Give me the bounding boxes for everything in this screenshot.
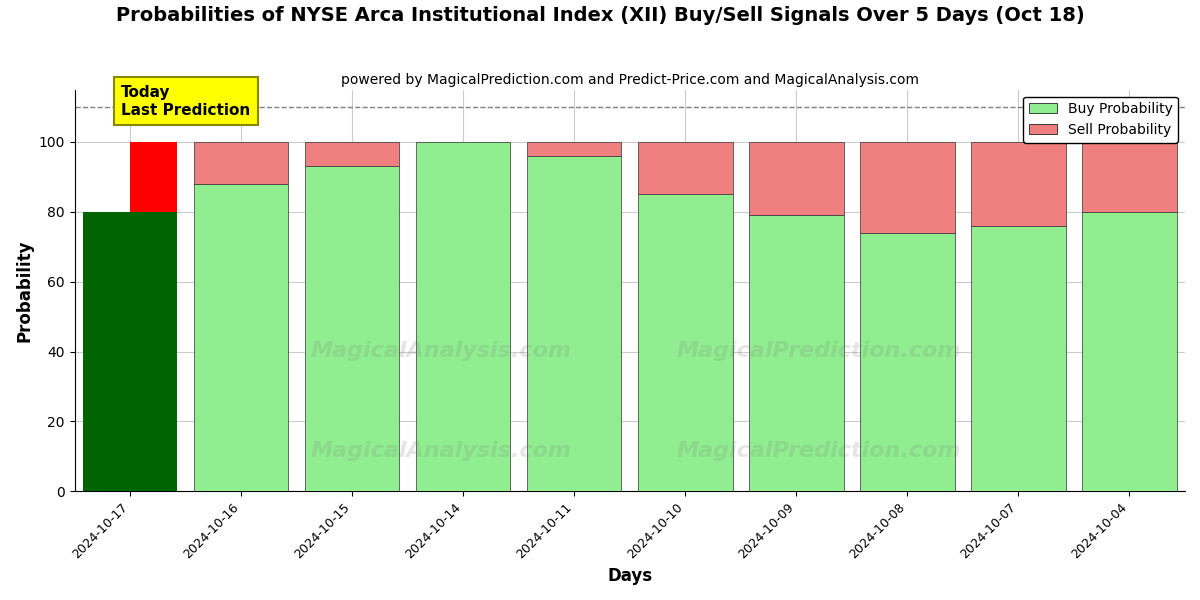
Bar [860, 142, 955, 233]
Bar [83, 212, 130, 491]
Bar [194, 142, 288, 184]
Bar [638, 194, 732, 491]
Bar [416, 142, 510, 491]
Text: MagicalPrediction.com: MagicalPrediction.com [677, 341, 961, 361]
X-axis label: Days: Days [607, 567, 653, 585]
Bar [1082, 142, 1177, 212]
Bar [860, 233, 955, 491]
Bar [749, 142, 844, 215]
Bar [527, 142, 622, 156]
Bar [971, 226, 1066, 491]
Text: MagicalAnalysis.com: MagicalAnalysis.com [311, 441, 571, 461]
Text: Today
Last Prediction: Today Last Prediction [121, 85, 251, 118]
Bar [749, 215, 844, 491]
Legend: Buy Probability, Sell Probability: Buy Probability, Sell Probability [1024, 97, 1178, 143]
Bar [527, 156, 622, 491]
Bar [130, 142, 178, 212]
Bar [305, 166, 400, 491]
Bar [130, 212, 178, 491]
Text: Probabilities of NYSE Arca Institutional Index (XII) Buy/Sell Signals Over 5 Day: Probabilities of NYSE Arca Institutional… [115, 6, 1085, 25]
Bar [194, 184, 288, 491]
Bar [305, 142, 400, 166]
Text: MagicalPrediction.com: MagicalPrediction.com [677, 441, 961, 461]
Bar [971, 142, 1066, 226]
Text: MagicalAnalysis.com: MagicalAnalysis.com [311, 341, 571, 361]
Title: powered by MagicalPrediction.com and Predict-Price.com and MagicalAnalysis.com: powered by MagicalPrediction.com and Pre… [341, 73, 919, 87]
Y-axis label: Probability: Probability [16, 239, 34, 341]
Bar [1082, 212, 1177, 491]
Bar [638, 142, 732, 194]
